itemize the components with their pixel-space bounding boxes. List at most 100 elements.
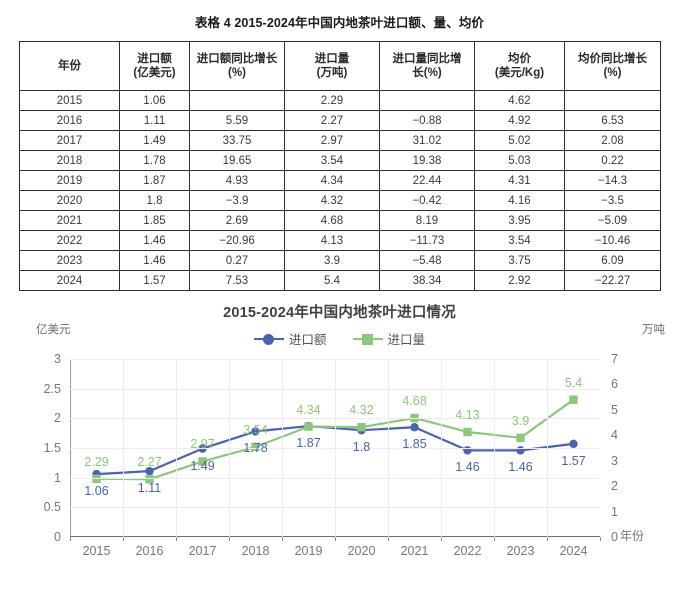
- header-line-primary: 年份: [58, 59, 81, 72]
- table-cell: 3.54: [474, 230, 565, 251]
- table-row: 2015 1.06 2.29 4.62: [19, 90, 661, 111]
- table-cell: 1.85: [119, 210, 190, 231]
- table-cell: 38.34: [379, 270, 475, 291]
- header-line-secondary: (%): [228, 67, 246, 79]
- data-point-marker-circle[interactable]: [145, 466, 154, 476]
- chart-gridline-vertical: [388, 359, 389, 537]
- data-point-marker-square[interactable]: [569, 395, 578, 404]
- data-point-marker-circle[interactable]: [569, 439, 578, 449]
- x-axis-tick-mark: [229, 537, 230, 541]
- table-cell: −5.09: [564, 210, 661, 231]
- data-point-marker-circle[interactable]: [410, 423, 419, 432]
- header-line-primary: 均价同比增长: [578, 52, 647, 65]
- table-cell: −0.88: [379, 110, 475, 131]
- table-cell: 1.87: [119, 170, 190, 191]
- y-axis-tick-left: 2: [54, 411, 61, 426]
- table-cell: 0.22: [564, 150, 661, 171]
- x-axis-tick-mark: [547, 537, 548, 541]
- header-line-primary: 均价: [508, 52, 531, 65]
- y-axis-tick-right: 0: [611, 530, 618, 544]
- data-point-marker-square[interactable]: [92, 474, 101, 483]
- table-cell: −20.96: [189, 230, 285, 251]
- table-row: 2016 1.11 5.59 2.27 −0.88 4.92 6.53: [19, 110, 661, 131]
- table-cell: 2019: [19, 170, 120, 191]
- x-axis-tick-label: 2017: [188, 544, 217, 558]
- x-axis-tick-label: 2020: [347, 544, 376, 558]
- x-axis-tick-mark: [176, 537, 177, 541]
- legend-label-import-value: 进口额: [288, 333, 327, 347]
- y-axis-tick-left: 0.5: [43, 500, 61, 515]
- data-point-marker-square[interactable]: [145, 475, 154, 484]
- table-cell: 2.29: [284, 90, 380, 111]
- table-row: 2024 1.57 7.53 5.4 38.34 2.92 −22.27: [19, 270, 661, 291]
- x-axis-label: 年份: [620, 528, 645, 543]
- chart-title: 2015-2024年中国内地茶叶进口情况: [223, 305, 456, 321]
- table-cell: 3.9: [284, 250, 380, 271]
- legend-label-import-volume: 进口量: [387, 333, 426, 347]
- data-point-marker-square[interactable]: [304, 422, 313, 431]
- table-cell: 2015: [19, 90, 120, 111]
- y-axis-tick-left: 3: [54, 352, 61, 366]
- header-line-secondary: (亿美元): [133, 67, 176, 79]
- header-line-primary: 进口额: [137, 52, 172, 65]
- table-cell: 2017: [19, 130, 120, 151]
- data-point-marker-square[interactable]: [198, 457, 207, 466]
- table-cell: 5.59: [189, 110, 285, 131]
- data-point-marker-square[interactable]: [410, 413, 419, 423]
- x-axis-tick-mark: [335, 537, 336, 541]
- table-cell: 2020: [19, 190, 120, 211]
- x-axis-tick-mark: [282, 537, 283, 541]
- table-cell: 2022: [19, 230, 120, 251]
- x-axis-tick-label: 2015: [82, 544, 111, 558]
- y-axis-tick-right: 3: [611, 453, 618, 468]
- header-line-secondary: (%): [603, 67, 622, 79]
- table-cell: 6.53: [564, 110, 661, 131]
- table-cell: 5.02: [474, 130, 565, 151]
- y-axis-tick-left: 0: [54, 530, 61, 544]
- table-cell: −10.46: [564, 230, 661, 251]
- table-cell: 0.27: [189, 250, 285, 271]
- chart-gridline-vertical: [229, 359, 230, 537]
- x-axis-tick-label: 2023: [506, 544, 535, 558]
- table-cell: 2.92: [474, 270, 565, 291]
- table-row: 2018 1.78 19.65 3.54 19.38 5.03 0.22: [19, 150, 661, 171]
- chart-gridline-vertical: [335, 359, 336, 537]
- table-row: 2020 1.8 −3.9 4.32 −0.42 4.16 −3.5: [19, 190, 661, 211]
- table-cell: 2021: [19, 210, 120, 231]
- table-row: 2021 1.85 2.69 4.68 8.19 3.95 −5.09: [19, 210, 661, 231]
- data-point-marker-square[interactable]: [251, 442, 260, 452]
- x-axis-tick-label: 2019: [294, 544, 323, 558]
- data-point-marker-square[interactable]: [357, 422, 366, 432]
- y-axis-tick-right: 4: [611, 428, 618, 443]
- x-axis-tick-mark: [441, 537, 442, 541]
- table-cell: 2016: [19, 110, 120, 131]
- data-point-marker-square[interactable]: [516, 433, 525, 443]
- table-cell: 2018: [19, 150, 120, 171]
- table-cell: 19.38: [379, 150, 475, 171]
- table-column-header: 均价 (美元/Kg): [474, 41, 565, 91]
- table-cell: 6.09: [564, 250, 661, 271]
- table-cell: 5.03: [474, 150, 565, 171]
- chart-gridline-vertical: [441, 359, 442, 537]
- table-cell: −22.27: [564, 270, 661, 291]
- table-header-row: 年份 进口额 (亿美元) 进口额同比增长 (%) 进口量 (万吨) 进口量同比增 长(%) 均价 (…: [19, 41, 661, 91]
- y-axis-tick-left: 1.5: [43, 441, 61, 455]
- header-line-primary: 进口量同比增: [392, 52, 462, 65]
- table-cell: 1.46: [119, 250, 190, 271]
- legend-item-import-value[interactable]: 进口额: [253, 329, 327, 348]
- legend-item-import-volume[interactable]: 进口量: [352, 329, 426, 348]
- table-cell: 4.32: [284, 190, 380, 211]
- table-cell: 3.95: [474, 210, 565, 231]
- table-cell: −0.42: [379, 190, 475, 211]
- data-point-marker-circle[interactable]: [251, 427, 260, 436]
- table-cell: −3.9: [189, 190, 285, 211]
- x-axis-tick-mark: [494, 537, 495, 541]
- x-axis-tick-mark: [70, 537, 71, 541]
- table-cell: [189, 90, 285, 111]
- table-cell: −3.5: [564, 190, 661, 211]
- table-cell: −11.73: [379, 230, 475, 251]
- table-caption: 表格 4 2015-2024年中国内地茶叶进口额、量、均价: [194, 16, 485, 30]
- x-axis-tick-mark: [123, 537, 124, 541]
- y-axis-tick-left: 1: [54, 470, 61, 485]
- data-point-marker-square[interactable]: [463, 427, 472, 437]
